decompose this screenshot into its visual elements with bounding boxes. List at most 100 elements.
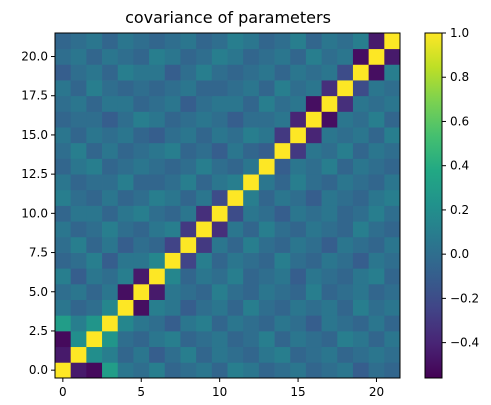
heatmap-cell <box>227 142 244 159</box>
heatmap-cell <box>321 48 338 65</box>
heatmap-cell <box>321 142 338 159</box>
heatmap-cell <box>290 268 307 285</box>
heatmap-cell <box>243 80 260 97</box>
heatmap-cell <box>180 111 197 128</box>
heatmap-cell <box>211 48 228 65</box>
heatmap-cell <box>258 48 275 65</box>
heatmap-cell <box>211 221 228 238</box>
heatmap-cell <box>352 315 370 332</box>
heatmap-cell <box>321 158 338 175</box>
heatmap-cell <box>196 299 213 316</box>
heatmap-cell <box>180 283 197 300</box>
heatmap-cell <box>337 158 354 175</box>
heatmap-cell <box>227 330 244 348</box>
heatmap-cell <box>70 127 87 144</box>
heatmap-cell <box>258 362 275 379</box>
colorbar-tick-label: −0.4 <box>450 336 479 350</box>
heatmap-cell <box>352 95 370 112</box>
heatmap-cell <box>305 142 322 159</box>
heatmap-cell <box>55 315 72 332</box>
heatmap-cell <box>117 189 134 206</box>
heatmap-cell <box>70 330 87 348</box>
heatmap-cell <box>243 33 260 50</box>
heatmap-cell <box>211 189 228 206</box>
heatmap-cell <box>180 315 197 332</box>
heatmap-cell <box>196 236 213 253</box>
heatmap-cell <box>149 362 166 379</box>
heatmap-cell <box>211 283 228 300</box>
heatmap-cell <box>102 330 119 348</box>
heatmap-cell <box>133 330 150 348</box>
heatmap-cell <box>337 330 354 348</box>
heatmap-cell <box>352 236 370 253</box>
heatmap-cell <box>55 64 72 81</box>
heatmap-cell <box>133 189 150 206</box>
heatmap-cell <box>211 95 228 112</box>
colorbar-tick-label: 1.0 <box>450 26 469 40</box>
heatmap-cell <box>258 95 275 112</box>
heatmap-cell <box>368 127 385 144</box>
heatmap-cell <box>133 205 150 222</box>
heatmap-cell <box>274 268 291 285</box>
heatmap-cell <box>274 80 291 97</box>
heatmap-cell <box>149 64 166 81</box>
heatmap-cell <box>86 111 103 128</box>
heatmap-cell <box>305 221 322 238</box>
heatmap-cell <box>352 111 370 128</box>
heatmap-cell <box>133 346 150 363</box>
heatmap-cell <box>384 64 401 81</box>
heatmap-cell <box>227 346 244 363</box>
heatmap-cell <box>352 268 370 285</box>
heatmap-cell <box>133 299 150 316</box>
heatmap-cell <box>196 189 213 206</box>
heatmap-cell <box>352 33 370 50</box>
heatmap-cell <box>133 80 150 97</box>
heatmap-cell <box>321 33 338 50</box>
heatmap-cell <box>352 64 370 81</box>
heatmap-cell <box>117 205 134 222</box>
heatmap-cell <box>133 283 150 300</box>
chart-title: covariance of parameters <box>125 8 331 27</box>
heatmap-cell <box>164 346 181 363</box>
colorbar <box>424 32 443 379</box>
heatmap-cell <box>384 205 401 222</box>
heatmap-cell <box>384 268 401 285</box>
heatmap-cell <box>368 48 385 65</box>
heatmap-cell <box>133 142 150 159</box>
heatmap-cell <box>243 48 260 65</box>
heatmap-cell <box>305 236 322 253</box>
x-tick-label: 0 <box>59 385 67 399</box>
heatmap-cell <box>133 221 150 238</box>
heatmap-cell <box>227 299 244 316</box>
heatmap-cell <box>321 330 338 348</box>
heatmap-cell <box>258 205 275 222</box>
colorbar-axis: 1.0 0.8 0.6 0.4 0.2 0.0 −0.2 −0.4 <box>442 26 479 350</box>
heatmap-cell <box>274 330 291 348</box>
heatmap-cell <box>305 80 322 97</box>
heatmap-cell <box>196 174 213 191</box>
heatmap-cell <box>243 158 260 175</box>
colorbar-tick-label: 0.0 <box>450 247 469 261</box>
y-tick-label: 7.5 <box>29 246 48 260</box>
heatmap-cell <box>243 346 260 363</box>
heatmap-cell <box>258 158 275 175</box>
heatmap-cell <box>180 330 197 348</box>
heatmap-cell <box>70 142 87 159</box>
heatmap-cell <box>164 315 181 332</box>
heatmap-cell <box>149 221 166 238</box>
heatmap-cell <box>243 299 260 316</box>
heatmap-cell <box>258 299 275 316</box>
heatmap-cell <box>243 252 260 269</box>
heatmap-cell <box>290 346 307 363</box>
heatmap-cell <box>180 221 197 238</box>
heatmap-cell <box>352 127 370 144</box>
heatmap-cell <box>258 236 275 253</box>
heatmap-cell <box>117 111 134 128</box>
heatmap-cell <box>290 111 307 128</box>
heatmap-cell <box>55 283 72 300</box>
heatmap-cell <box>337 33 354 50</box>
heatmap-cell <box>305 48 322 65</box>
heatmap-cell <box>274 299 291 316</box>
heatmap-cell <box>321 346 338 363</box>
